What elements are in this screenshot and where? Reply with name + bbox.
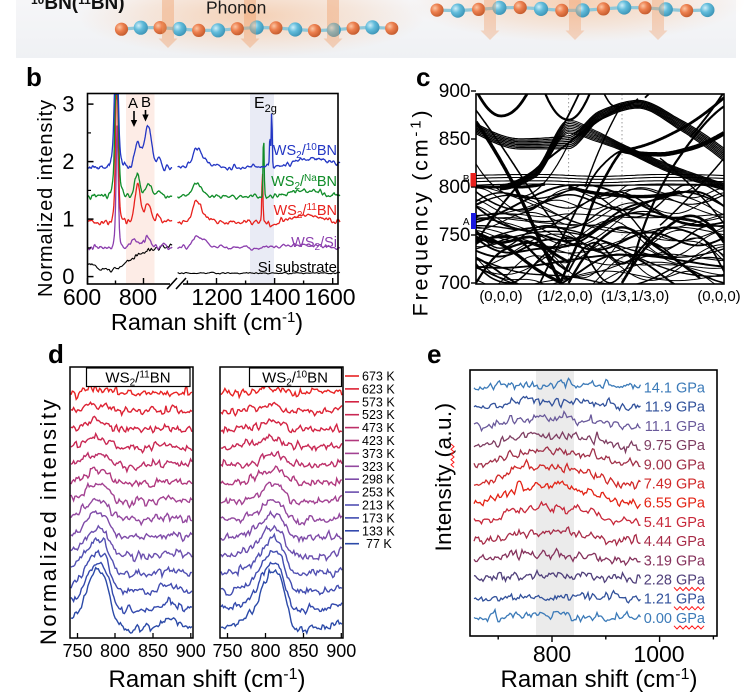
svg-text:750: 750 xyxy=(212,641,242,661)
svg-text:(1/2,0,0): (1/2,0,0) xyxy=(537,288,593,305)
svg-text:0.00 GPa: 0.00 GPa xyxy=(644,611,706,627)
svg-text:4.44 GPa: 4.44 GPa xyxy=(644,534,706,550)
svg-text:1600: 1600 xyxy=(304,284,355,310)
svg-text:1400: 1400 xyxy=(249,284,300,310)
svg-text:573 K: 573 K xyxy=(362,395,395,409)
svg-text:A: A xyxy=(128,95,138,112)
svg-text:523 K: 523 K xyxy=(362,408,395,422)
svg-text:Phonon: Phonon xyxy=(206,0,266,18)
svg-text:11.1 GPa: 11.1 GPa xyxy=(645,419,706,435)
svg-text:2: 2 xyxy=(62,149,74,174)
svg-text:(0,0,0): (0,0,0) xyxy=(479,288,522,305)
svg-text:800: 800 xyxy=(439,177,471,198)
svg-text:423 K: 423 K xyxy=(362,434,395,448)
svg-text:173 K: 173 K xyxy=(362,511,395,525)
svg-text:800: 800 xyxy=(250,641,280,661)
svg-text:900: 900 xyxy=(439,81,471,102)
svg-text:473 K: 473 K xyxy=(362,421,395,435)
svg-text:623 K: 623 K xyxy=(362,382,395,396)
svg-text:c: c xyxy=(416,62,430,92)
svg-text:Raman shift (cm-1): Raman shift (cm-1) xyxy=(501,666,698,693)
svg-text:9.75 GPa: 9.75 GPa xyxy=(644,438,706,454)
svg-text:3: 3 xyxy=(62,92,74,117)
svg-text:WS2/NaBN: WS2/NaBN xyxy=(271,173,337,192)
svg-text:600: 600 xyxy=(63,284,101,310)
svg-text:Intensity (a.u.): Intensity (a.u.) xyxy=(431,403,456,552)
svg-text:213 K: 213 K xyxy=(362,499,395,513)
svg-text:1000: 1000 xyxy=(633,641,684,667)
svg-text:6.55 GPa: 6.55 GPa xyxy=(644,496,706,512)
svg-text:A: A xyxy=(463,217,470,228)
svg-text:850: 850 xyxy=(138,641,168,661)
svg-text:3.19 GPa: 3.19 GPa xyxy=(644,553,706,569)
svg-text:750: 750 xyxy=(439,225,471,246)
svg-text:900: 900 xyxy=(176,641,206,661)
svg-text:e: e xyxy=(427,339,441,369)
svg-text:323 K: 323 K xyxy=(362,460,395,474)
svg-text:298 K: 298 K xyxy=(362,473,395,487)
svg-text:700: 700 xyxy=(439,273,471,294)
svg-text:5.41 GPa: 5.41 GPa xyxy=(644,515,706,531)
svg-text:WS2/11BN: WS2/11BN xyxy=(274,202,338,221)
svg-text:850: 850 xyxy=(288,641,318,661)
svg-text:Raman shift (cm-1): Raman shift (cm-1) xyxy=(109,666,306,693)
svg-text:Raman shift (cm-1): Raman shift (cm-1) xyxy=(111,309,303,335)
svg-text:253 K: 253 K xyxy=(362,486,395,500)
svg-text:800: 800 xyxy=(533,641,571,667)
svg-text:B: B xyxy=(141,94,151,111)
svg-text:1200: 1200 xyxy=(191,284,242,310)
svg-text:800: 800 xyxy=(119,284,157,310)
svg-text:9.00 GPa: 9.00 GPa xyxy=(644,457,706,473)
svg-text:Normalized intensity: Normalized intensity xyxy=(36,397,61,645)
svg-text:(0,0,0): (0,0,0) xyxy=(697,288,740,305)
svg-text:Frequency (cm-1): Frequency (cm-1) xyxy=(408,108,433,317)
svg-text:WS2/10BN: WS2/10BN xyxy=(273,142,337,161)
svg-text:B: B xyxy=(463,174,470,185)
svg-text:900: 900 xyxy=(326,641,356,661)
svg-text:WS2/11BN: WS2/11BN xyxy=(105,370,170,389)
svg-text:11.9 GPa: 11.9 GPa xyxy=(645,400,706,416)
svg-text:2.28 GPa: 2.28 GPa xyxy=(644,573,706,589)
svg-text:1.21 GPa: 1.21 GPa xyxy=(644,592,706,608)
svg-text:850: 850 xyxy=(439,129,471,150)
svg-text:1: 1 xyxy=(62,207,74,232)
svg-text:373 K: 373 K xyxy=(362,447,395,461)
svg-text:750: 750 xyxy=(62,641,92,661)
svg-text:d: d xyxy=(48,339,64,369)
svg-text:7.49 GPa: 7.49 GPa xyxy=(644,477,706,493)
svg-text:673 K: 673 K xyxy=(362,370,395,384)
svg-text:WS2/Si: WS2/Si xyxy=(291,235,337,253)
svg-text:0: 0 xyxy=(62,264,74,289)
svg-text:77 K: 77 K xyxy=(366,537,392,551)
svg-text:10BN(11BN): 10BN(11BN) xyxy=(31,0,125,14)
svg-text:(1/3,1/3,0): (1/3,1/3,0) xyxy=(601,288,669,305)
svg-text:133 K: 133 K xyxy=(362,524,395,538)
svg-text:Normalized intensity: Normalized intensity xyxy=(35,99,57,297)
svg-text:b: b xyxy=(26,62,42,92)
svg-text:WS2/10BN: WS2/10BN xyxy=(262,370,328,389)
svg-text:14.1 GPa: 14.1 GPa xyxy=(644,381,706,397)
svg-text:800: 800 xyxy=(100,641,130,661)
svg-text:Si substrate: Si substrate xyxy=(258,259,337,276)
